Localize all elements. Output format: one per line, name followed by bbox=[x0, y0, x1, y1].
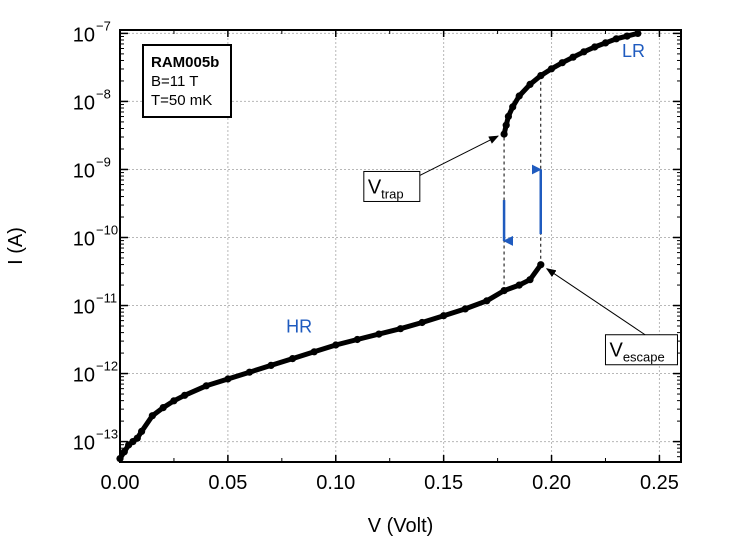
y-tick-exponent: −8 bbox=[96, 86, 111, 101]
callout-box bbox=[604, 334, 678, 366]
data-point bbox=[601, 39, 610, 47]
y-tick-label: 10 bbox=[73, 160, 95, 182]
data-point bbox=[515, 92, 523, 100]
callout-v-escape: Vescape bbox=[545, 268, 678, 366]
data-point bbox=[440, 312, 448, 320]
data-point bbox=[267, 361, 275, 369]
data-point bbox=[332, 341, 340, 349]
data-point bbox=[526, 276, 534, 284]
legend-field: B=11 T bbox=[151, 73, 198, 90]
y-tick-exponent: −13 bbox=[96, 427, 118, 442]
legend-box: RAM005b B=11 T T=50 mK bbox=[142, 44, 232, 118]
region-label-lr: LR bbox=[622, 41, 645, 61]
data-point bbox=[504, 112, 512, 120]
data-point bbox=[461, 305, 469, 313]
y-tick-label: 10 bbox=[73, 92, 95, 114]
x-tick-label: 0.25 bbox=[640, 472, 679, 494]
data-series bbox=[116, 29, 642, 463]
region-label-hr: HR bbox=[286, 317, 312, 337]
series-line-LR bbox=[501, 30, 641, 137]
data-point bbox=[591, 43, 599, 51]
data-point bbox=[500, 287, 508, 295]
legend-sample-name: RAM005b bbox=[151, 54, 219, 71]
x-axis-label: V (Volt) bbox=[368, 515, 434, 537]
series-LR bbox=[500, 29, 642, 138]
data-point bbox=[159, 404, 167, 412]
legend-temperature: T=50 mK bbox=[151, 92, 212, 109]
data-point bbox=[569, 53, 577, 61]
data-point bbox=[526, 80, 534, 88]
y-tick-exponent: −12 bbox=[96, 359, 118, 374]
data-point bbox=[483, 297, 491, 305]
data-point bbox=[509, 103, 517, 111]
series-HR bbox=[116, 261, 545, 463]
y-tick-label: 10 bbox=[73, 24, 95, 46]
callout-arrow bbox=[419, 135, 499, 176]
data-point bbox=[170, 397, 178, 405]
x-tick-label: 0.20 bbox=[532, 472, 571, 494]
data-point bbox=[181, 391, 189, 399]
callout-box bbox=[363, 170, 421, 202]
callout-v-trap: Vtrap bbox=[363, 135, 499, 202]
callout-arrow bbox=[545, 268, 646, 336]
data-point bbox=[353, 335, 361, 344]
y-tick-exponent: −7 bbox=[96, 18, 111, 33]
data-point bbox=[133, 434, 141, 442]
data-point bbox=[580, 48, 588, 56]
legend-frame bbox=[142, 44, 232, 118]
data-point bbox=[418, 318, 426, 327]
data-point bbox=[623, 32, 631, 40]
x-tick-label: 0.15 bbox=[424, 472, 463, 494]
data-point bbox=[558, 59, 566, 67]
annotations: HR LR Vtrap Vescape bbox=[286, 41, 678, 366]
data-point bbox=[202, 382, 210, 390]
y-tick-label: 10 bbox=[73, 433, 95, 455]
y-tick-label: 10 bbox=[73, 365, 95, 387]
y-tick-label: 10 bbox=[73, 228, 95, 250]
y-tick-exponent: −11 bbox=[96, 291, 117, 306]
callout-subscript: trap bbox=[381, 186, 403, 201]
data-point bbox=[515, 281, 523, 289]
plot-frame bbox=[119, 29, 682, 463]
data-point bbox=[310, 348, 318, 356]
x-tick-label: 0.05 bbox=[208, 472, 247, 494]
x-tick-label: 0.10 bbox=[316, 472, 355, 494]
data-point bbox=[289, 355, 297, 363]
y-tick-exponent: −9 bbox=[96, 154, 111, 169]
data-point bbox=[502, 121, 510, 129]
data-point bbox=[634, 29, 642, 37]
x-tick-label: 0.00 bbox=[101, 472, 140, 494]
data-point bbox=[148, 412, 156, 420]
data-point bbox=[396, 325, 405, 333]
data-point bbox=[245, 368, 254, 376]
callout-subscript: escape bbox=[623, 350, 665, 365]
data-point bbox=[224, 375, 232, 383]
y-tick-exponent: −10 bbox=[96, 222, 118, 237]
data-point bbox=[537, 72, 545, 80]
y-axis-label: I (A) bbox=[5, 227, 27, 265]
data-point bbox=[375, 330, 383, 338]
series-line-HR bbox=[117, 262, 544, 462]
data-point bbox=[547, 65, 556, 73]
y-tick-label: 10 bbox=[73, 297, 95, 319]
data-point bbox=[138, 427, 146, 435]
data-point bbox=[120, 448, 128, 456]
data-point bbox=[612, 35, 620, 43]
